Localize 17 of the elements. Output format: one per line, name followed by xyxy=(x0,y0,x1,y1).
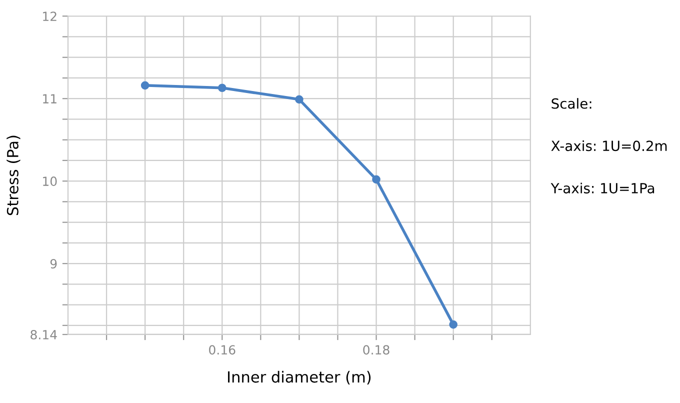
x-axis-title: Inner diameter (m) xyxy=(228,370,371,385)
y-tick-label: 8.14 xyxy=(30,330,57,340)
point xyxy=(218,84,226,92)
y-tick-label: 12 xyxy=(43,12,56,21)
point xyxy=(372,175,380,184)
point xyxy=(140,81,150,90)
point xyxy=(449,320,458,329)
y-axis-title: Stress (Pa) xyxy=(6,136,20,216)
y-tick-label: 11 xyxy=(43,94,56,104)
point xyxy=(295,95,304,104)
y-tick-label: 10 xyxy=(43,176,57,186)
x-tick-label: 0.18 xyxy=(363,345,390,355)
x-tick-label: 0.16 xyxy=(209,345,236,355)
text: X-axis: 1U=0.2m xyxy=(551,140,667,152)
text: Scale: xyxy=(552,98,592,109)
text: Y-axis: 1U=1Pa xyxy=(550,182,654,194)
y-tick-label: 9 xyxy=(50,259,57,268)
